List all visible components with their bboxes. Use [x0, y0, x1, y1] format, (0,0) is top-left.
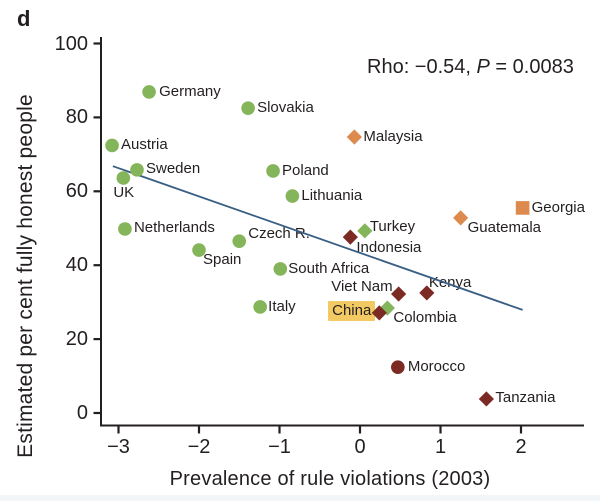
panel-label: d [17, 6, 31, 31]
point-label-germany: Germany [159, 82, 221, 100]
point-label-colombia: Colombia [393, 309, 457, 327]
p-value-text: = 0.0083 [489, 56, 574, 78]
y-tick-label: 20 [65, 328, 88, 351]
point-label-malaysia: Malaysia [363, 127, 423, 145]
point-label-slovakia: Slovakia [257, 99, 314, 117]
rho-value-text: Rho: −0.54, [367, 56, 477, 78]
point-label-austria: Austria [121, 136, 168, 154]
x-axis-title: Prevalence of rule violations (2003) [169, 468, 491, 490]
x-tick-label: −3 [107, 436, 130, 458]
y-tick-label: 0 [76, 402, 88, 424]
y-tick-label: 100 [54, 32, 88, 55]
x-tick-label: 1 [434, 436, 447, 458]
x-tick-label: −2 [187, 436, 211, 458]
y-tick-label: 80 [65, 106, 88, 129]
point-label-georgia: Georgia [531, 198, 585, 216]
x-tick-label: 2 [515, 436, 527, 458]
x-tick-label: −1 [268, 436, 291, 458]
correlation-annotation: Rho: −0.54, P = 0.0083 [367, 56, 574, 79]
x-tick-label: 0 [354, 436, 366, 458]
point-label-tanzania: Tanzania [495, 388, 556, 406]
p-symbol: P [476, 56, 490, 78]
point-label-morocco: Morocco [407, 358, 466, 376]
page-background-strip [0, 495, 600, 501]
y-tick-label: 40 [65, 254, 88, 277]
y-tick-label: 60 [65, 180, 88, 203]
